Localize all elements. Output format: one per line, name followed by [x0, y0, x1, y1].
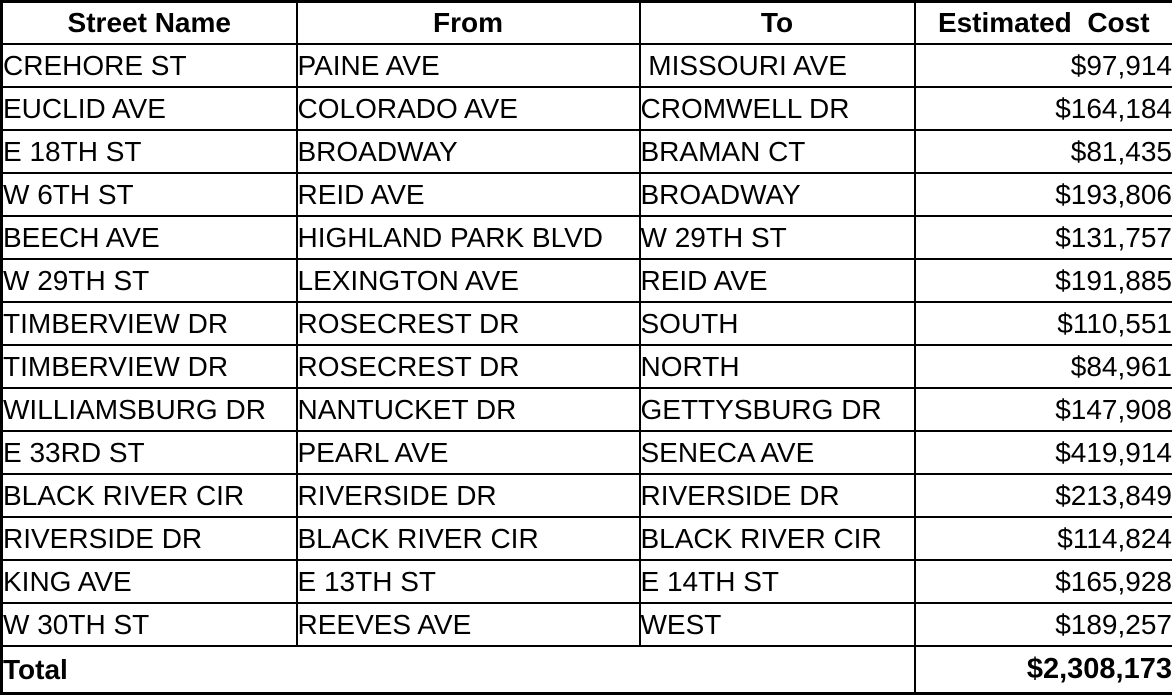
cell-estimated-cost: $114,824: [913, 516, 1172, 561]
table-row: CREHORE ST PAINE AVE MISSOURI AVE $97,91…: [0, 43, 1172, 88]
header-row: Street Name From To Estimated Cost: [0, 0, 1172, 45]
cell-street-name: BEECH AVE: [0, 215, 298, 260]
cell-street-name: TIMBERVIEW DR: [0, 301, 298, 346]
cell-from: BROADWAY: [295, 129, 641, 174]
cell-estimated-cost: $193,806: [913, 172, 1172, 217]
cell-from: ROSECREST DR: [295, 344, 641, 389]
cell-estimated-cost: $189,257: [913, 602, 1172, 647]
cell-to: NORTH: [638, 344, 916, 389]
cell-estimated-cost: $97,914: [913, 43, 1172, 88]
cell-from: BLACK RIVER CIR: [295, 516, 641, 561]
cell-to: BROADWAY: [638, 172, 916, 217]
cell-street-name: BLACK RIVER CIR: [0, 473, 298, 518]
table-row: TIMBERVIEW DR ROSECREST DR SOUTH $110,55…: [0, 301, 1172, 346]
cell-to: WEST: [638, 602, 916, 647]
cell-street-name: E 33RD ST: [0, 430, 298, 475]
cell-to: CROMWELL DR: [638, 86, 916, 131]
cell-from: PEARL AVE: [295, 430, 641, 475]
col-header-to: To: [638, 0, 916, 45]
cell-to: MISSOURI AVE: [638, 43, 916, 88]
cell-from: ROSECREST DR: [295, 301, 641, 346]
table-footer: Total $2,308,173: [0, 645, 1172, 695]
col-header-street-name: Street Name: [0, 0, 298, 45]
table-body: CREHORE ST PAINE AVE MISSOURI AVE $97,91…: [0, 43, 1172, 647]
cell-to: BRAMAN CT: [638, 129, 916, 174]
cell-from: NANTUCKET DR: [295, 387, 641, 432]
col-header-from: From: [295, 0, 641, 45]
table-row: W 6TH ST REID AVE BROADWAY $193,806: [0, 172, 1172, 217]
total-value: $2,308,173: [913, 645, 1172, 695]
cell-from: PAINE AVE: [295, 43, 641, 88]
cell-to: E 14TH ST: [638, 559, 916, 604]
table-row: E 18TH ST BROADWAY BRAMAN CT $81,435: [0, 129, 1172, 174]
cell-to: RIVERSIDE DR: [638, 473, 916, 518]
cell-street-name: W 29TH ST: [0, 258, 298, 303]
cell-estimated-cost: $164,184: [913, 86, 1172, 131]
cell-to: BLACK RIVER CIR: [638, 516, 916, 561]
table-row: BEECH AVE HIGHLAND PARK BLVD W 29TH ST $…: [0, 215, 1172, 260]
table-row: W 30TH ST REEVES AVE WEST $189,257: [0, 602, 1172, 647]
cell-street-name: TIMBERVIEW DR: [0, 344, 298, 389]
cell-from: E 13TH ST: [295, 559, 641, 604]
cell-street-name: EUCLID AVE: [0, 86, 298, 131]
table-row: WILLIAMSBURG DR NANTUCKET DR GETTYSBURG …: [0, 387, 1172, 432]
cell-from: LEXINGTON AVE: [295, 258, 641, 303]
cell-to: GETTYSBURG DR: [638, 387, 916, 432]
cell-street-name: RIVERSIDE DR: [0, 516, 298, 561]
table-header: Street Name From To Estimated Cost: [0, 0, 1172, 45]
cell-to: W 29TH ST: [638, 215, 916, 260]
cell-street-name: CREHORE ST: [0, 43, 298, 88]
table-row: E 33RD ST PEARL AVE SENECA AVE $419,914: [0, 430, 1172, 475]
cell-street-name: W 6TH ST: [0, 172, 298, 217]
cell-estimated-cost: $110,551: [913, 301, 1172, 346]
cell-from: REEVES AVE: [295, 602, 641, 647]
cell-estimated-cost: $147,908: [913, 387, 1172, 432]
cell-estimated-cost: $81,435: [913, 129, 1172, 174]
cell-to: SENECA AVE: [638, 430, 916, 475]
cell-to: SOUTH: [638, 301, 916, 346]
table-row: W 29TH ST LEXINGTON AVE REID AVE $191,88…: [0, 258, 1172, 303]
cell-from: HIGHLAND PARK BLVD: [295, 215, 641, 260]
total-label: Total: [0, 645, 916, 695]
cell-estimated-cost: $84,961: [913, 344, 1172, 389]
table-row: TIMBERVIEW DR ROSECREST DR NORTH $84,961: [0, 344, 1172, 389]
cell-estimated-cost: $165,928: [913, 559, 1172, 604]
col-header-estimated-cost: Estimated Cost: [913, 0, 1172, 45]
table-row: EUCLID AVE COLORADO AVE CROMWELL DR $164…: [0, 86, 1172, 131]
cell-street-name: KING AVE: [0, 559, 298, 604]
cell-estimated-cost: $131,757: [913, 215, 1172, 260]
cell-estimated-cost: $213,849: [913, 473, 1172, 518]
cell-street-name: E 18TH ST: [0, 129, 298, 174]
cell-from: RIVERSIDE DR: [295, 473, 641, 518]
cell-to: REID AVE: [638, 258, 916, 303]
total-row: Total $2,308,173: [0, 645, 1172, 695]
cell-estimated-cost: $191,885: [913, 258, 1172, 303]
cell-street-name: WILLIAMSBURG DR: [0, 387, 298, 432]
table-row: RIVERSIDE DR BLACK RIVER CIR BLACK RIVER…: [0, 516, 1172, 561]
cell-from: REID AVE: [295, 172, 641, 217]
cell-street-name: W 30TH ST: [0, 602, 298, 647]
cell-estimated-cost: $419,914: [913, 430, 1172, 475]
table-row: KING AVE E 13TH ST E 14TH ST $165,928: [0, 559, 1172, 604]
table-row: BLACK RIVER CIR RIVERSIDE DR RIVERSIDE D…: [0, 473, 1172, 518]
cell-from: COLORADO AVE: [295, 86, 641, 131]
